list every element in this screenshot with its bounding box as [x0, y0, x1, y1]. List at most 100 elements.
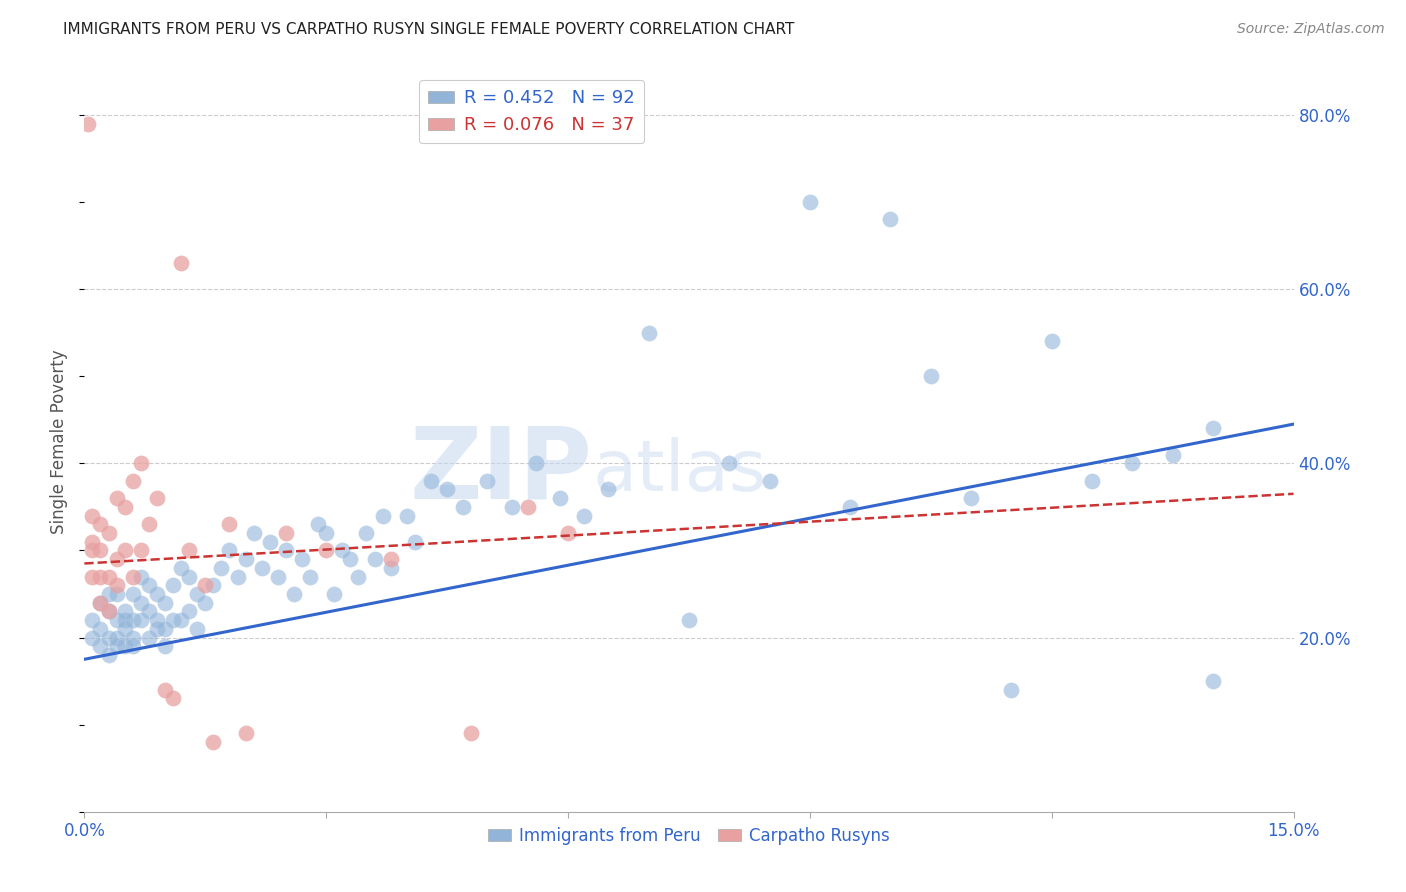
Point: [97, 569, 120, 583]
Legend: Immigrants from Peru, Carpatho Rusyns: Immigrants from Peru, Carpatho Rusyns: [481, 820, 897, 852]
Point: [799, 194, 821, 209]
Point: [82, 543, 104, 558]
Point: [121, 639, 143, 653]
Point: [89, 596, 111, 610]
Point: [451, 500, 474, 514]
Point: [330, 543, 353, 558]
Point: [1202, 421, 1225, 435]
Point: [291, 552, 314, 566]
Point: [114, 543, 136, 558]
Point: [162, 691, 184, 706]
Point: [1000, 682, 1022, 697]
Point: [146, 587, 169, 601]
Point: [242, 526, 264, 541]
Point: [637, 326, 659, 340]
Point: [121, 587, 143, 601]
Point: [146, 613, 169, 627]
Point: [315, 526, 337, 541]
Point: [105, 613, 128, 627]
Point: [363, 552, 385, 566]
Point: [82, 508, 104, 523]
Text: ZIP: ZIP: [409, 423, 592, 520]
Point: [121, 474, 143, 488]
Point: [97, 604, 120, 618]
Point: [114, 500, 136, 514]
Point: [960, 491, 983, 505]
Point: [162, 578, 184, 592]
Point: [347, 569, 370, 583]
Text: atlas: atlas: [592, 437, 766, 506]
Point: [460, 726, 482, 740]
Point: [97, 587, 120, 601]
Point: [718, 456, 741, 470]
Point: [97, 526, 120, 541]
Point: [436, 483, 458, 497]
Point: [524, 456, 547, 470]
Point: [267, 569, 290, 583]
Point: [380, 561, 402, 575]
Point: [138, 578, 160, 592]
Point: [105, 587, 128, 601]
Point: [129, 596, 152, 610]
Point: [315, 543, 337, 558]
Point: [548, 491, 571, 505]
Point: [179, 543, 201, 558]
Point: [572, 508, 595, 523]
Point: [356, 526, 378, 541]
Point: [477, 474, 499, 488]
Point: [82, 613, 104, 627]
Point: [1040, 334, 1063, 349]
Point: [307, 517, 329, 532]
Point: [105, 491, 128, 505]
Point: [209, 561, 232, 575]
Point: [226, 569, 249, 583]
Point: [283, 587, 305, 601]
Point: [114, 622, 136, 636]
Point: [1202, 674, 1225, 689]
Point: [89, 622, 111, 636]
Point: [138, 604, 160, 618]
Point: [598, 483, 620, 497]
Point: [170, 561, 193, 575]
Point: [186, 622, 208, 636]
Point: [250, 561, 273, 575]
Point: [162, 613, 184, 627]
Point: [89, 517, 111, 532]
Point: [420, 474, 443, 488]
Point: [879, 212, 901, 227]
Point: [395, 508, 418, 523]
Point: [121, 569, 143, 583]
Point: [146, 622, 169, 636]
Point: [758, 474, 780, 488]
Point: [77, 117, 100, 131]
Point: [678, 613, 700, 627]
Point: [557, 526, 579, 541]
Point: [121, 631, 143, 645]
Point: [235, 552, 257, 566]
Point: [114, 639, 136, 653]
Point: [516, 500, 538, 514]
Point: [404, 534, 426, 549]
Point: [89, 596, 111, 610]
Point: [299, 569, 322, 583]
Point: [153, 596, 176, 610]
Point: [129, 456, 152, 470]
Point: [97, 631, 120, 645]
Point: [218, 543, 240, 558]
Point: [82, 534, 104, 549]
Point: [114, 604, 136, 618]
Point: [1081, 474, 1104, 488]
Point: [89, 543, 111, 558]
Point: [501, 500, 523, 514]
Point: [114, 613, 136, 627]
Point: [1121, 456, 1143, 470]
Point: [89, 569, 111, 583]
Y-axis label: Single Female Poverty: Single Female Poverty: [51, 350, 69, 533]
Point: [129, 569, 152, 583]
Point: [129, 613, 152, 627]
Point: [121, 613, 143, 627]
Point: [179, 569, 201, 583]
Point: [82, 631, 104, 645]
Point: [202, 578, 225, 592]
Point: [170, 256, 193, 270]
